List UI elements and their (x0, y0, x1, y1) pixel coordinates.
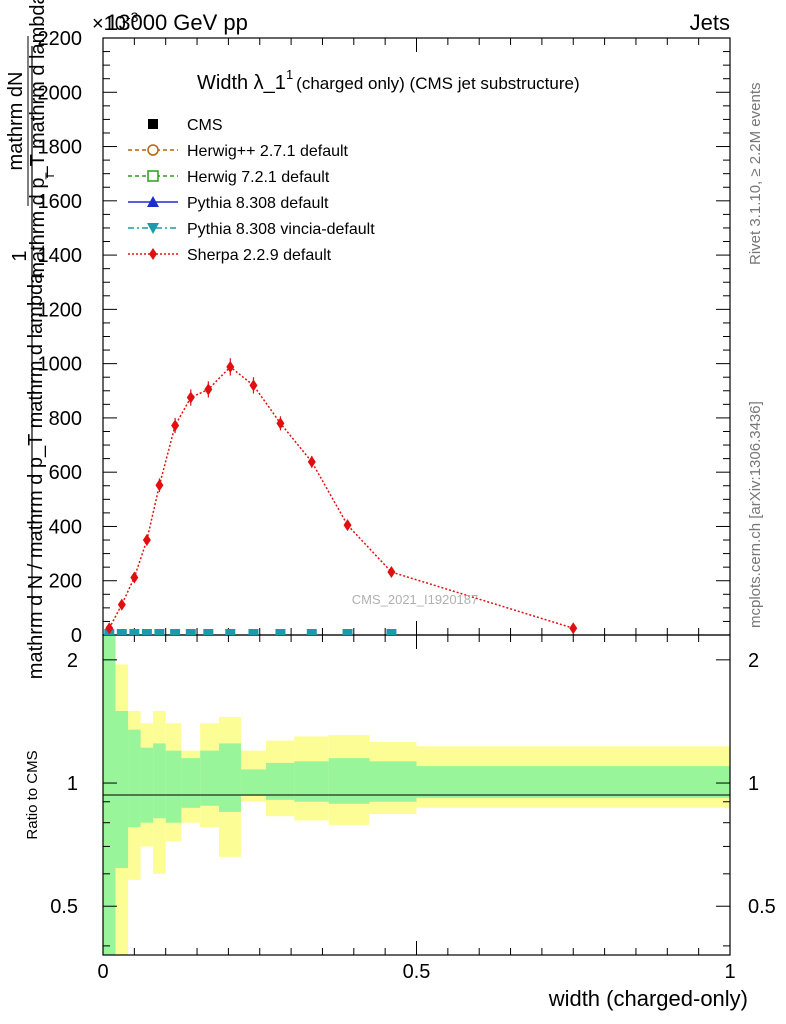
x-axis-label: width (charged-only) (548, 986, 748, 1011)
ylabel-top-den: mathrm d p_T mathrm d lambda (27, 0, 49, 279)
data-point (307, 455, 316, 468)
ratio-tick-label: 1 (67, 773, 78, 795)
mc-baseline-marker (203, 629, 214, 635)
y-tick-label: 1600 (38, 191, 83, 213)
mc-baseline-marker (225, 629, 236, 635)
ratio-tick-label-right: 2 (748, 650, 759, 672)
ratio-band-green (153, 743, 166, 819)
y-tick-label: 2200 (38, 28, 83, 50)
data-point (142, 534, 151, 547)
data-point (204, 383, 213, 396)
process-label: Jets (690, 10, 730, 35)
rivet-version-label: Rivet 3.1.10, ≥ 2.2M events (747, 83, 764, 266)
ylabel-sub-t: T (43, 172, 57, 180)
x-tick-label: 0.5 (403, 961, 431, 983)
y-tick-label: 1400 (38, 245, 83, 267)
y-tick-label: 200 (49, 571, 82, 593)
sherpa-series (105, 358, 578, 635)
data-point (569, 622, 578, 635)
data-point (155, 479, 164, 492)
ylabel-bottom-den: mathrm d N / mathrm d p_T mathrm d lambd… (25, 272, 47, 679)
analysis-watermark: CMS_2021_I1920187 (352, 592, 479, 607)
legend-marker (147, 223, 159, 234)
y-axis-label: 1 mathrm d N / mathrm d p_T mathrm d lam… (5, 0, 57, 679)
ratio-band-green (328, 758, 370, 804)
mc-baseline-marker (141, 629, 152, 635)
ratio-band-green (115, 710, 129, 868)
y-tick-label: 0 (71, 625, 82, 647)
legend-marker (147, 170, 159, 182)
ratio-band-green (416, 766, 730, 798)
x-tick-label: 1 (724, 961, 735, 983)
data-point (105, 622, 114, 635)
mc-baseline-marker (342, 629, 353, 635)
ratio-band-green (181, 758, 201, 808)
y-tick-label: 800 (49, 408, 82, 430)
ratio-band-green (140, 747, 154, 823)
ratio-tick-label: 0.5 (50, 896, 78, 918)
y-tick-label: 1200 (38, 299, 83, 321)
data-point (343, 519, 352, 532)
data-point (186, 391, 195, 404)
exponent-label: ×10-3 (92, 9, 139, 35)
ylabel-top-num: mathrm dN (5, 72, 27, 171)
series-line (108, 365, 574, 629)
legend-label: CMS (187, 117, 223, 134)
legend-label: Pythia 8.308 vincia-default (187, 221, 375, 238)
ratio-band-green (240, 769, 267, 796)
y-tick-label: 1800 (38, 137, 83, 159)
ratio-tick-label-right: 0.5 (748, 896, 776, 918)
mc-baseline-marker (248, 629, 259, 635)
chart-title: Width λ_11 (charged only) (CMS jet substr… (197, 67, 580, 94)
y-ticks: 0 200 400 600 800 1000 1200 1400 1600 1800 2000 220… (38, 28, 730, 647)
mc-baseline-marker (386, 629, 397, 635)
legend-marker (147, 144, 159, 156)
ylabel-one: 1 (9, 250, 31, 261)
ratio-bands (103, 635, 730, 955)
legend-marker (147, 196, 159, 207)
data-point (226, 360, 235, 373)
mc-baseline-marker (185, 629, 196, 635)
data-point (130, 571, 139, 584)
ratio-band-green (165, 750, 182, 823)
data-point (276, 417, 285, 430)
data-point (249, 379, 258, 392)
mcplots-label: mcplots.cern.ch [arXiv:1306.3436] (747, 401, 764, 628)
ratio-band-green (369, 761, 417, 802)
ratio-ticks: 0.5 0.5 1 1 2 2 (50, 650, 776, 947)
y-tick-label: 600 (49, 462, 82, 484)
x-tick-label: 0 (97, 961, 108, 983)
legend-label: Herwig 7.2.1 default (187, 169, 330, 186)
mc-baseline-markers (104, 629, 397, 635)
legend-label: Pythia 8.308 default (187, 195, 329, 212)
mc-baseline-marker (129, 629, 140, 635)
ratio-band-green (200, 750, 219, 806)
ratio-y-label: Ratio to CMS (24, 750, 41, 839)
energy-label: 13000 GeV pp (106, 10, 248, 35)
ratio-band-green (266, 762, 295, 800)
y-tick-label: 400 (49, 516, 82, 538)
mc-baseline-marker (170, 629, 181, 635)
ratio-band-green (128, 729, 141, 828)
ratio-band-green (218, 743, 241, 812)
legend-marker (149, 248, 157, 260)
legend-label: Herwig++ 2.7.1 default (187, 143, 349, 160)
data-point (387, 566, 396, 579)
y-tick-label: 2000 (38, 82, 83, 104)
legend-marker (148, 119, 158, 129)
data-point (171, 419, 180, 432)
mc-baseline-marker (275, 629, 286, 635)
data-point (117, 598, 126, 611)
mc-baseline-marker (306, 629, 317, 635)
legend-label: Sherpa 2.2.9 default (187, 247, 332, 264)
ratio-tick-label: 2 (67, 650, 78, 672)
ratio-band-green (294, 761, 329, 802)
mc-baseline-marker (154, 629, 165, 635)
mc-baseline-marker (116, 629, 127, 635)
ratio-tick-label-right: 1 (748, 773, 759, 795)
y-tick-label: 1000 (38, 354, 83, 376)
legend: CMS Herwig++ 2.7.1 default Herwig 7.2.1 de… (128, 117, 375, 264)
